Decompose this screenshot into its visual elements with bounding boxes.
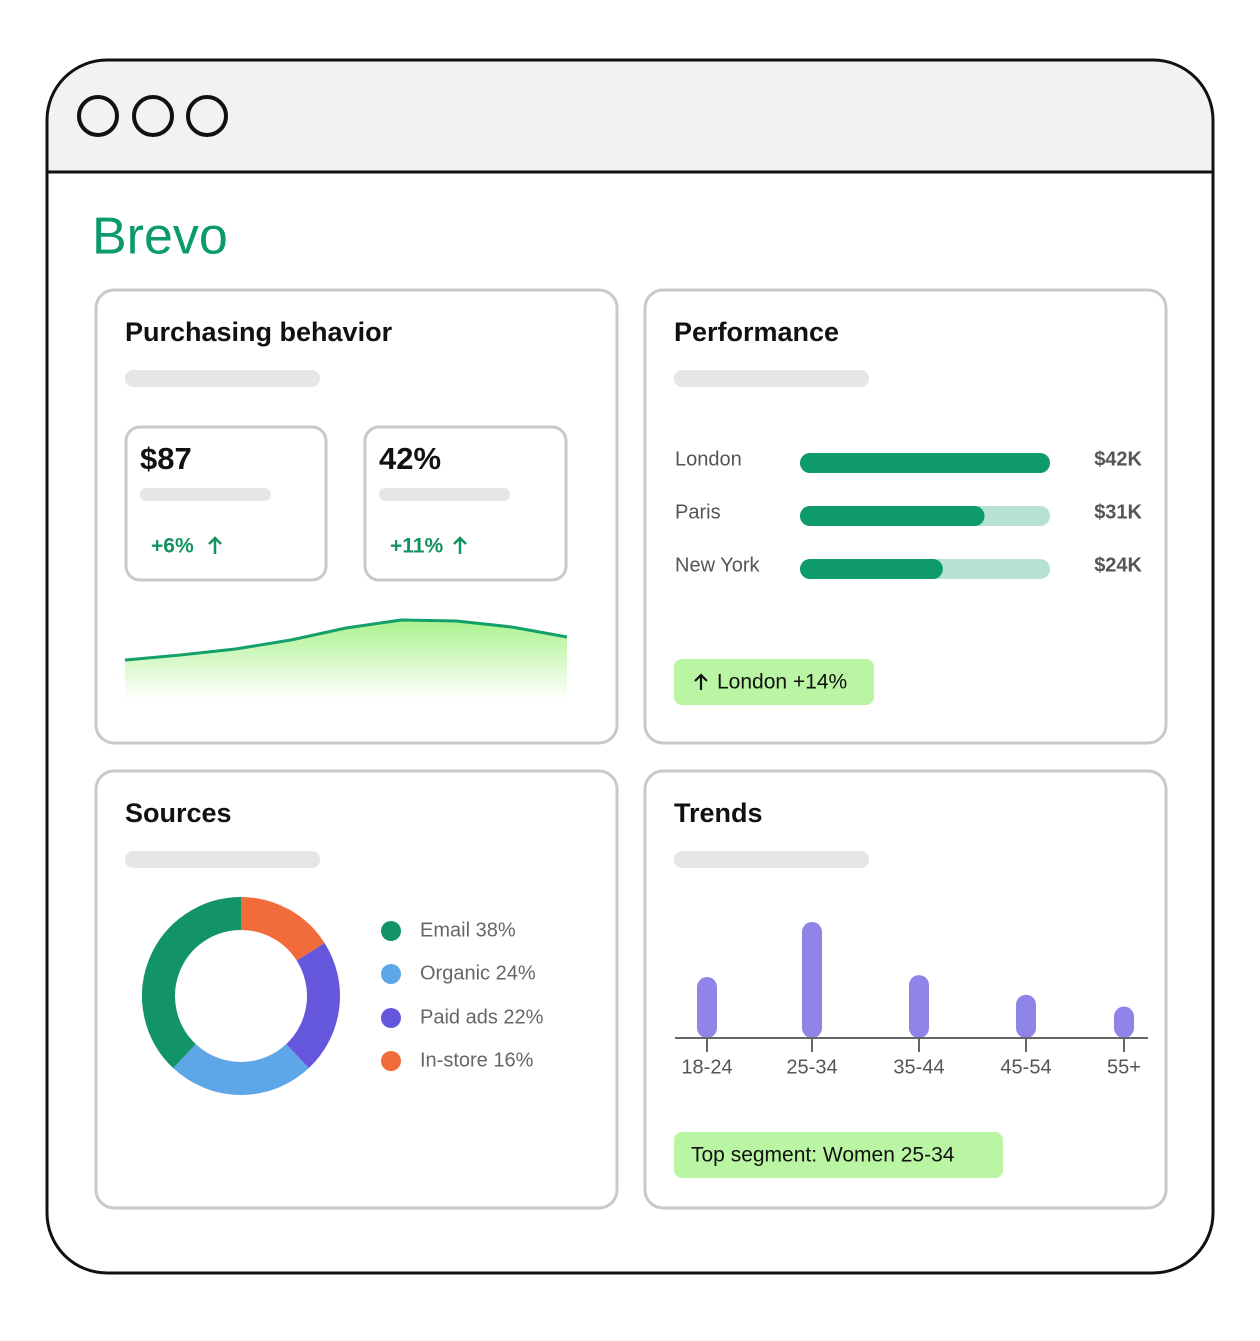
- placeholder: [674, 851, 869, 868]
- bar-label: London: [675, 448, 742, 470]
- placeholder: [125, 851, 320, 868]
- kpi-card: [363, 425, 568, 582]
- donut-slice: [142, 897, 242, 1069]
- bar: [800, 559, 943, 579]
- bar: [1114, 1006, 1134, 1038]
- legend-dot: [381, 964, 401, 984]
- bar: [909, 975, 929, 1038]
- legend-label: Organic 24%: [420, 962, 536, 984]
- panel-title: Trends: [674, 798, 763, 828]
- legend-label: Paid ads 22%: [420, 1006, 544, 1028]
- badge: [674, 659, 874, 705]
- panel-title: Performance: [674, 317, 839, 347]
- placeholder: [379, 488, 510, 501]
- panel: [643, 769, 1168, 1210]
- bar: [1016, 994, 1036, 1038]
- donut-slice: [240, 897, 325, 962]
- arrow-up-icon: [694, 673, 708, 690]
- badge-text: Top segment: Women 25-34: [691, 1144, 955, 1167]
- bar-label: New York: [675, 554, 760, 576]
- bar-label: Paris: [675, 501, 721, 523]
- kpi-value: 42%: [379, 441, 441, 476]
- bar: [800, 453, 1050, 473]
- window-button[interactable]: [186, 95, 228, 137]
- legend-label: Email 38%: [420, 919, 516, 941]
- panel-title: Purchasing behavior: [125, 317, 393, 347]
- x-tick-label: 25-34: [786, 1056, 837, 1078]
- badge: [674, 1132, 1003, 1178]
- placeholder: [140, 488, 271, 501]
- legend-dot: [381, 1008, 401, 1028]
- arrow-up-icon: [208, 536, 222, 554]
- value-label: $24K: [1094, 554, 1142, 576]
- legend-dot: [381, 921, 401, 941]
- value-label: $42K: [1094, 448, 1142, 470]
- x-tick-label: 45-54: [1000, 1056, 1051, 1078]
- legend-dot: [381, 1051, 401, 1071]
- arrow-up-icon: [453, 536, 467, 554]
- kpi-change: +11%: [390, 535, 443, 558]
- kpi-card: [124, 425, 328, 582]
- x-tick-label: 55+: [1107, 1056, 1141, 1078]
- legend-label: In-store 16%: [420, 1049, 534, 1071]
- kpi-change: +6%: [151, 535, 194, 558]
- panel-title: Sources: [125, 798, 232, 828]
- value-label: $31K: [1094, 501, 1142, 523]
- panel: [94, 769, 619, 1210]
- donut-slice: [173, 1043, 309, 1095]
- trend-line: [124, 618, 568, 662]
- window-button[interactable]: [132, 95, 174, 137]
- badge-text: London +14%: [717, 671, 847, 694]
- area-fill: [125, 620, 567, 700]
- x-tick-label: 18-24: [681, 1056, 732, 1078]
- x-tick-label: 35-44: [893, 1056, 944, 1078]
- bar: [697, 977, 717, 1038]
- bar: [802, 921, 822, 1038]
- kpi-value: $87: [140, 441, 192, 476]
- brand-logo: Brevo: [92, 208, 228, 266]
- placeholder: [125, 370, 320, 387]
- donut-slice: [285, 942, 340, 1069]
- window-button[interactable]: [77, 95, 119, 137]
- placeholder: [674, 370, 869, 387]
- bar: [800, 506, 985, 526]
